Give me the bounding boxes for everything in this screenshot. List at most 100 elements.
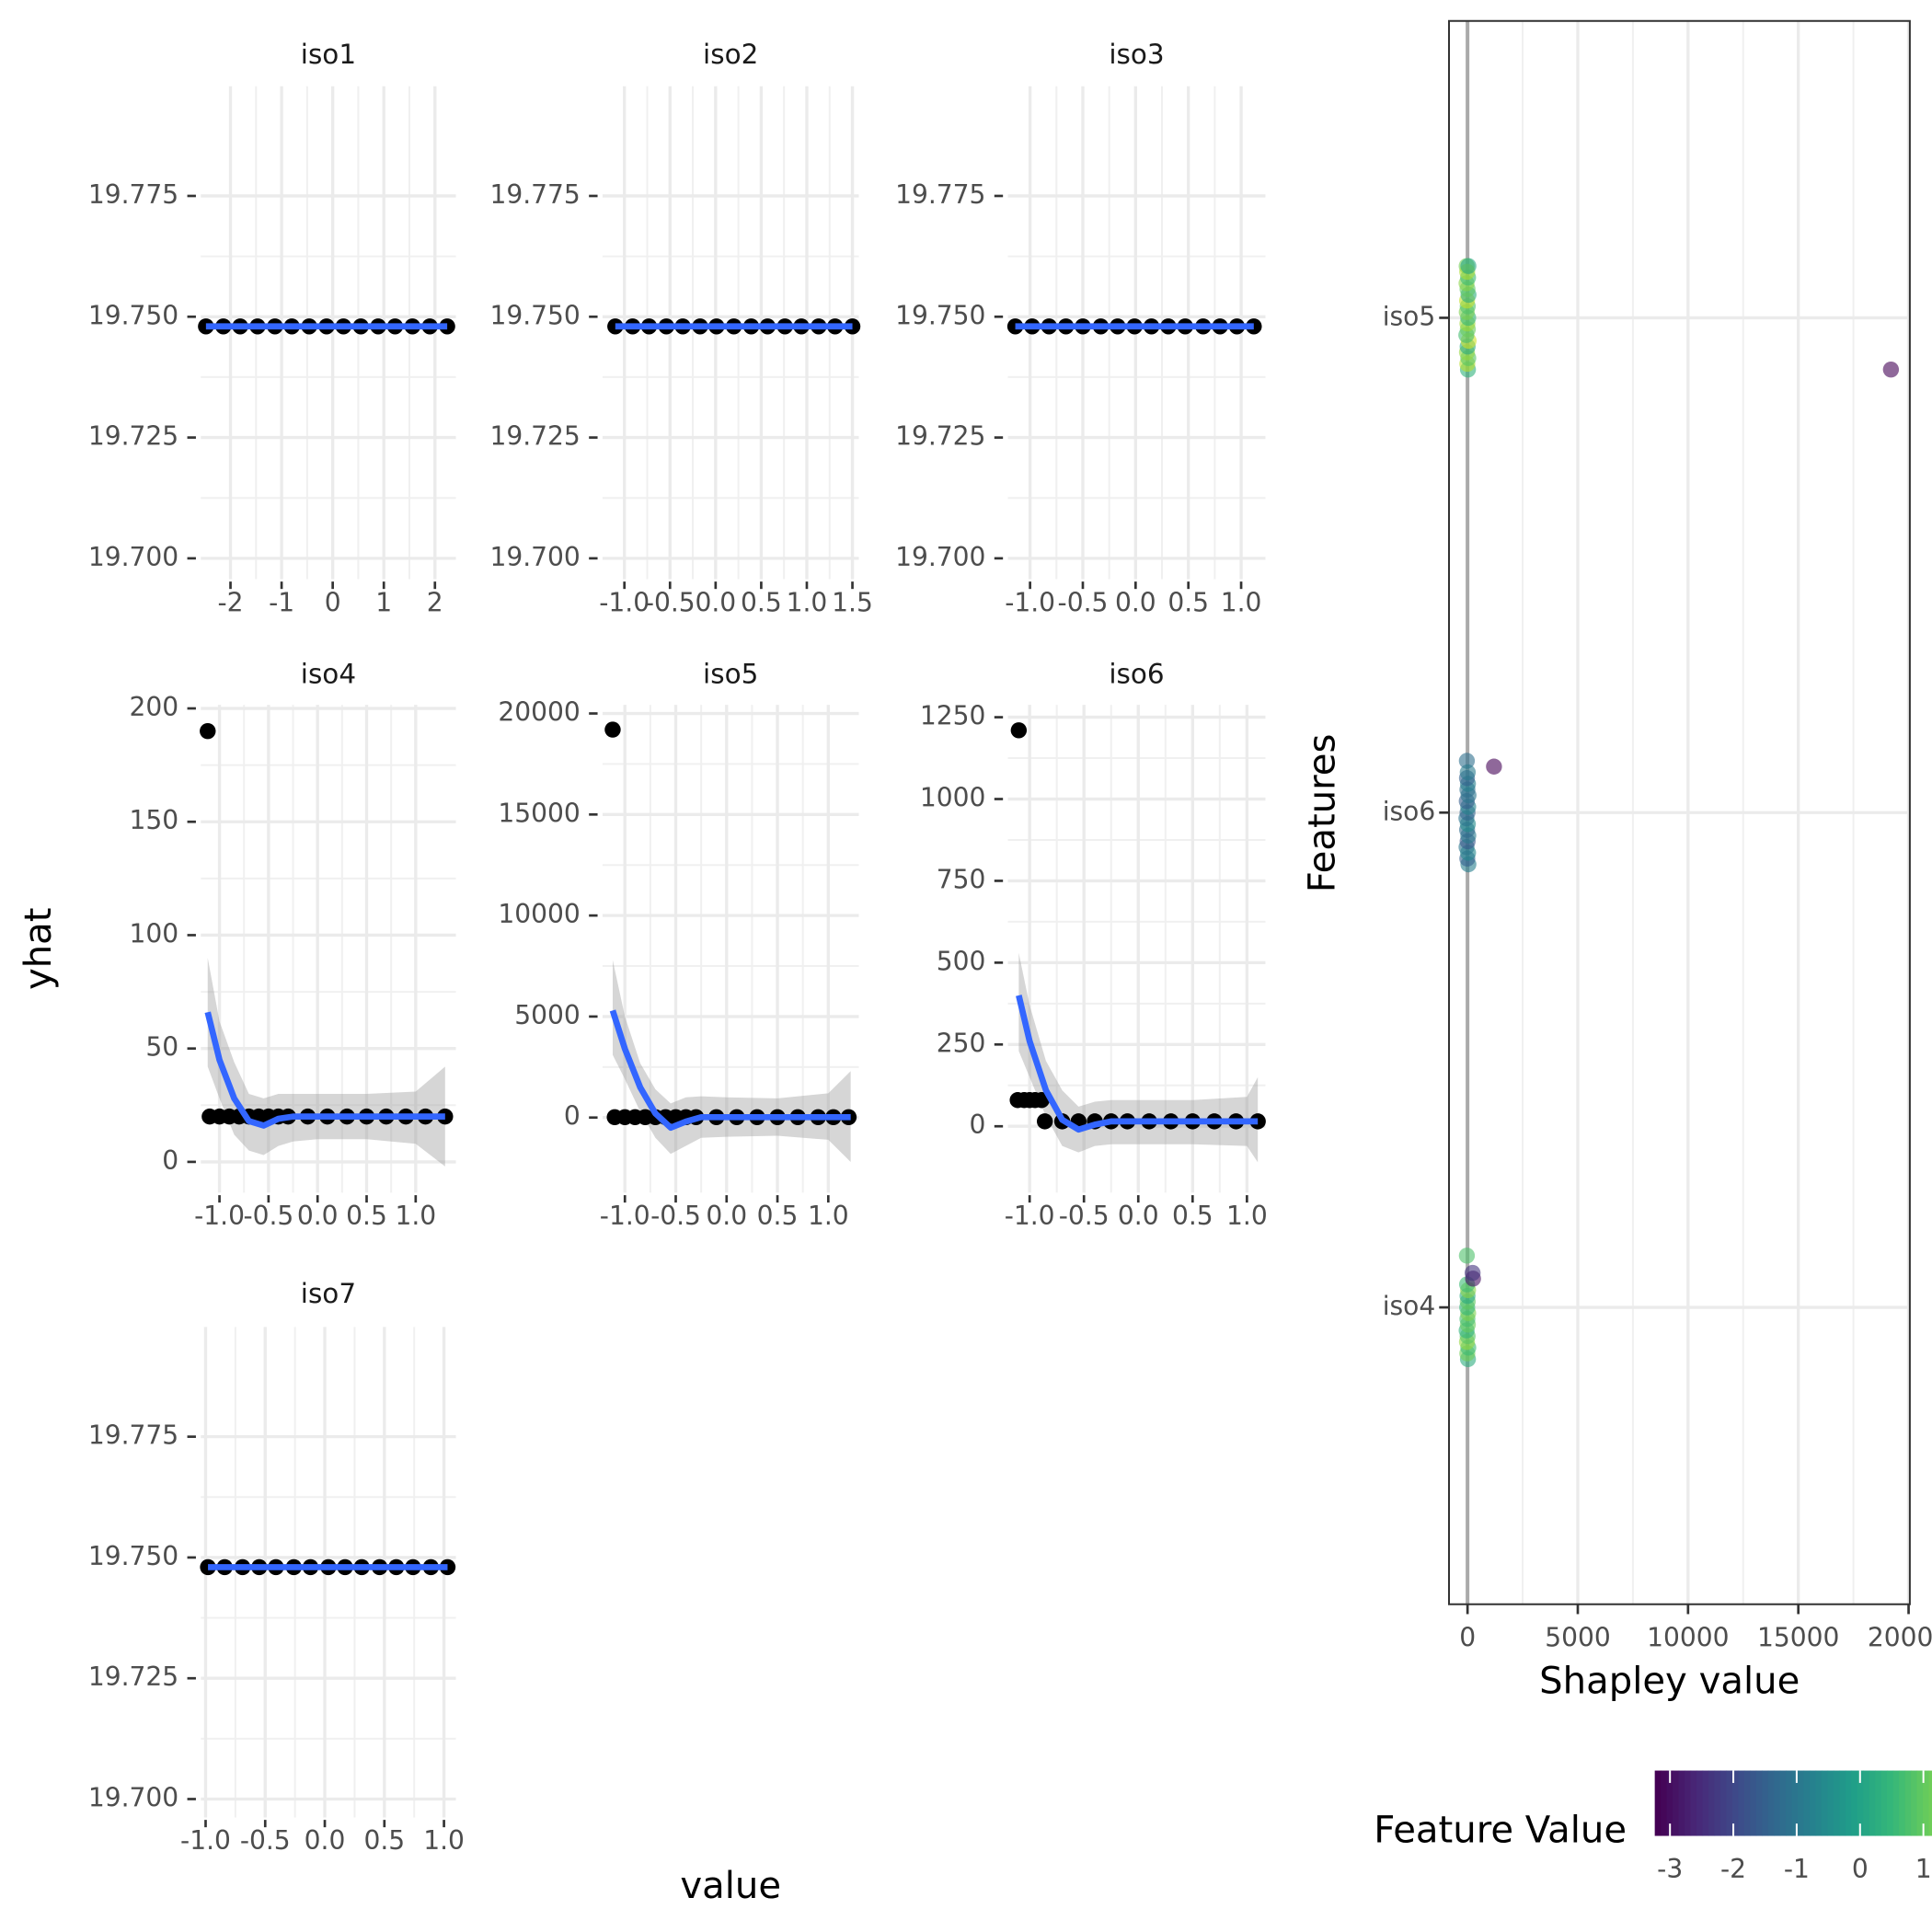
- colorbar-segment: [1685, 1770, 1692, 1836]
- x-tick-label: 0.0: [297, 1201, 339, 1231]
- x-tick-label: 1.0: [395, 1201, 436, 1231]
- confidence-band: [1018, 952, 1259, 1163]
- y-axis-title: yhat: [17, 907, 60, 990]
- y-tick-label: iso6: [1383, 796, 1436, 826]
- colorbar-segment: [1731, 1770, 1740, 1836]
- shap-point: [1460, 258, 1477, 274]
- colorbar-segment: [1821, 1770, 1829, 1836]
- x-tick-label: 0.5: [1167, 587, 1209, 617]
- colorbar-segment: [1803, 1770, 1811, 1836]
- x-axis-title: Shapley value: [1539, 1660, 1800, 1702]
- colorbar-label: -2: [1720, 1854, 1746, 1884]
- shap-point: [1486, 758, 1502, 775]
- colorbar-segment: [1863, 1770, 1870, 1836]
- y-tick-label: 19.700: [489, 542, 580, 572]
- colorbar-label: 0: [1852, 1854, 1869, 1884]
- colorbar-segment: [1798, 1770, 1805, 1836]
- x-tick-label: -0.5: [650, 1201, 701, 1231]
- shap-point: [1458, 1248, 1476, 1264]
- x-tick-label: -1.0: [1005, 587, 1055, 617]
- x-tick-label: 0.0: [695, 587, 736, 617]
- x-tick-label: 10000: [1647, 1622, 1729, 1652]
- colorbar-segment: [1708, 1770, 1716, 1836]
- colorbar-segment: [1702, 1770, 1709, 1836]
- y-tick-label: 0: [970, 1110, 986, 1140]
- colorbar-segment: [1833, 1770, 1841, 1836]
- colorbar-segment: [1875, 1770, 1882, 1836]
- colorbar-segment: [1666, 1770, 1673, 1836]
- x-tick-label: 0.5: [363, 1825, 405, 1856]
- colorbar-segment: [1904, 1770, 1912, 1836]
- x-tick-label: 1.0: [1221, 587, 1262, 617]
- y-tick-label: 19.750: [88, 1541, 178, 1571]
- y-tick-label: 1000: [920, 783, 986, 813]
- shap-point: [1459, 764, 1477, 781]
- y-tick-label: 19.725: [88, 1662, 178, 1692]
- x-tick-label: -1: [269, 587, 294, 617]
- x-tick-label: 0.5: [1172, 1201, 1213, 1231]
- colorbar-segment: [1791, 1770, 1799, 1836]
- x-tick-label: -0.5: [240, 1825, 291, 1856]
- colorbar-segment: [1714, 1770, 1721, 1836]
- y-tick-label: 19.700: [895, 542, 985, 572]
- colorbar-segment: [1899, 1770, 1906, 1836]
- colorbar-segment: [1869, 1770, 1876, 1836]
- colorbar-segment: [1738, 1770, 1745, 1836]
- colorbar-segment: [1719, 1770, 1728, 1836]
- y-tick-label: 500: [937, 946, 986, 976]
- x-tick-label: 0.0: [1115, 587, 1156, 617]
- colorbar-segment: [1845, 1770, 1853, 1836]
- y-tick-label: 19.750: [895, 300, 985, 330]
- y-tick-label: 50: [145, 1032, 178, 1063]
- colorbar-segment: [1928, 1770, 1932, 1836]
- x-tick-label: 0: [325, 587, 341, 617]
- point: [607, 318, 624, 335]
- colorbar-segment: [1880, 1770, 1888, 1836]
- colorbar-segment: [1762, 1770, 1769, 1836]
- panel-title: iso5: [703, 658, 758, 689]
- shap-point: [1882, 361, 1900, 378]
- y-tick-label: 19.700: [88, 1782, 178, 1812]
- y-tick-label: 19.750: [88, 300, 178, 330]
- x-tick-label: 0.5: [741, 587, 782, 617]
- y-tick-label: 19.775: [88, 179, 178, 210]
- x-tick-label: -1.0: [1005, 1201, 1055, 1231]
- y-tick-label: iso5: [1383, 301, 1436, 331]
- y-tick-label: 150: [130, 805, 179, 835]
- x-axis-title: value: [680, 1865, 781, 1907]
- y-tick-label: 200: [130, 692, 179, 722]
- smooth-line: [1016, 995, 1259, 1133]
- shap-point: [1464, 1264, 1481, 1282]
- smooth-line: [204, 1011, 445, 1129]
- x-tick-label: -1.0: [599, 587, 650, 617]
- colorbar-segment: [1809, 1770, 1817, 1836]
- y-tick-label: 19.700: [88, 542, 178, 572]
- y-tick-label: 100: [130, 918, 179, 949]
- x-tick-label: 1.0: [787, 587, 828, 617]
- y-tick-label: 19.775: [88, 1420, 178, 1451]
- panel-title: iso2: [703, 39, 758, 70]
- colorbar-segment: [1851, 1770, 1858, 1836]
- x-tick-label: 1.0: [423, 1825, 465, 1856]
- x-tick-label: 0.0: [706, 1201, 747, 1231]
- colorbar-segment: [1661, 1770, 1668, 1836]
- x-tick-label: 1.0: [1226, 1201, 1268, 1231]
- y-axis-title: Features: [1302, 734, 1344, 893]
- x-tick-label: -0.5: [645, 587, 696, 617]
- colorbar-segment: [1755, 1770, 1763, 1836]
- colorbar-segment: [1673, 1770, 1680, 1836]
- colorbar-segment: [1678, 1770, 1685, 1836]
- colorbar-segment: [1892, 1770, 1900, 1836]
- x-tick-label: -0.5: [243, 1201, 293, 1231]
- y-tick-label: 15000: [498, 798, 580, 828]
- colorbar-label: -1: [1784, 1854, 1810, 1884]
- point: [1036, 1113, 1053, 1130]
- colorbar-segment: [1786, 1770, 1793, 1836]
- y-tick-label: 250: [937, 1028, 986, 1058]
- panel-title: iso6: [1109, 658, 1164, 689]
- shap-point: [1458, 753, 1476, 769]
- x-tick-label: -0.5: [1058, 587, 1109, 617]
- y-tick-label: 19.775: [895, 179, 985, 210]
